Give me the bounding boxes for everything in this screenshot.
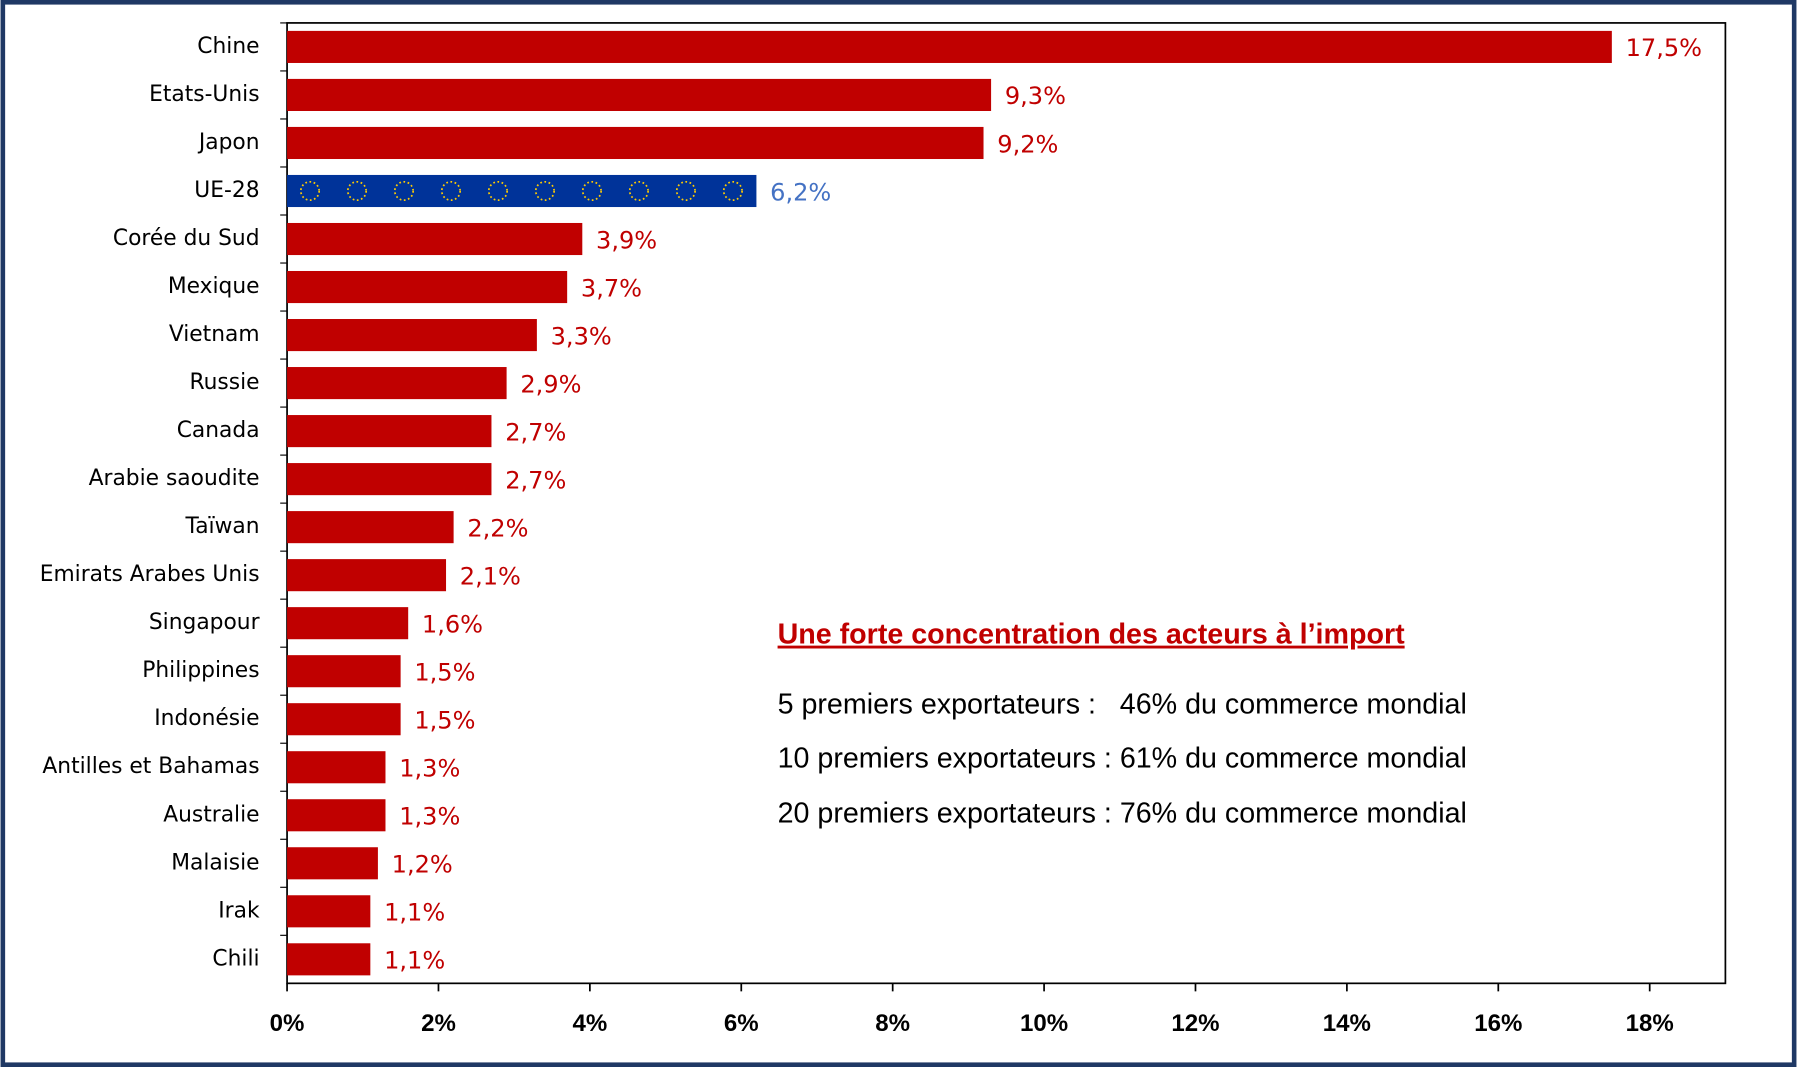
y-tick-label: UE-28: [194, 178, 259, 203]
value-label: 1,5%: [414, 707, 475, 735]
x-tick-label: 10%: [1020, 1010, 1068, 1037]
value-label: 9,2%: [997, 130, 1058, 158]
annotation-line: 20 premiers exportateurs : 76% du commer…: [778, 797, 1467, 829]
x-tick-label: 18%: [1626, 1010, 1674, 1037]
bar: [287, 78, 992, 111]
eu-star-ring: [628, 180, 649, 202]
bar: [287, 655, 401, 688]
bar: [287, 799, 386, 832]
bar: [287, 222, 583, 256]
bar: [287, 30, 1612, 63]
y-tick-label: Indonésie: [154, 706, 259, 731]
y-tick-label: Philippines: [142, 658, 259, 683]
x-tick-label: 4%: [572, 1010, 607, 1037]
value-label: 1,6%: [422, 610, 483, 638]
eu-star-ring: [722, 180, 743, 202]
bar: [287, 847, 378, 880]
y-tick-label: Singapour: [149, 610, 260, 635]
bar: [287, 126, 984, 160]
eu-star-ring: [581, 180, 602, 202]
y-tick-label: Corée du Sud: [113, 226, 260, 251]
value-label: 3,9%: [596, 226, 657, 254]
y-tick-label: Chili: [212, 946, 259, 971]
y-tick-label: Antilles et Bahamas: [42, 754, 259, 779]
y-tick-label: Malaisie: [171, 850, 259, 875]
y-tick-label: Arabie saoudite: [89, 466, 260, 491]
bar: [287, 463, 492, 496]
value-label: 2,7%: [505, 418, 566, 446]
bar: [287, 270, 568, 304]
value-label: 1,1%: [384, 899, 445, 927]
value-label: 2,2%: [467, 514, 528, 542]
annotation-title: Une forte concentration des acteurs à l’…: [778, 619, 1406, 651]
y-tick-label: Irak: [218, 898, 260, 923]
bar: [287, 943, 371, 976]
value-label: 2,9%: [520, 370, 581, 398]
value-label: 1,3%: [399, 803, 460, 831]
eu-star-ring: [534, 180, 555, 202]
bar: [287, 895, 371, 928]
value-label: 1,1%: [384, 947, 445, 975]
x-tick-label: 8%: [875, 1010, 910, 1037]
x-tick-label: 2%: [421, 1010, 456, 1037]
x-tick-label: 14%: [1323, 1010, 1371, 1037]
value-label: 2,7%: [505, 466, 566, 494]
y-tick-label: Taïwan: [185, 514, 260, 539]
x-tick-label: 16%: [1474, 1010, 1522, 1037]
bar: [287, 415, 492, 448]
eu-star-ring: [393, 180, 414, 202]
eu-star-ring: [299, 180, 321, 202]
eu-star-ring: [487, 180, 508, 202]
value-label: 2,1%: [460, 562, 521, 590]
y-tick-label: Canada: [177, 418, 260, 443]
y-tick-label: Japon: [197, 130, 260, 155]
y-tick-label: Etats-Unis: [149, 82, 259, 107]
eu-star-ring: [440, 180, 461, 202]
value-label: 1,3%: [399, 755, 460, 783]
value-label: 3,3%: [551, 322, 612, 350]
value-label: 9,3%: [1005, 82, 1066, 110]
bar: [287, 174, 757, 208]
y-tick-label: Mexique: [168, 274, 260, 299]
y-tick-label: Russie: [189, 370, 259, 395]
x-tick-label: 6%: [724, 1010, 759, 1037]
value-label: 1,2%: [392, 851, 453, 879]
y-tick-label: Emirats Arabes Unis: [40, 562, 260, 587]
bar: [287, 319, 537, 352]
bar: [287, 703, 401, 736]
y-tick-label: Chine: [197, 34, 259, 59]
eu-star-ring: [675, 180, 696, 202]
bar: [287, 751, 386, 784]
value-label: 1,5%: [414, 658, 475, 686]
annotation-line: 10 premiers exportateurs : 61% du commer…: [778, 742, 1467, 774]
bar: [287, 607, 409, 640]
x-tick-label: 0%: [270, 1010, 305, 1037]
value-label: 6,2%: [770, 178, 831, 206]
bar: [287, 367, 507, 400]
y-tick-label: Vietnam: [169, 322, 260, 347]
x-tick-label: 12%: [1171, 1010, 1219, 1037]
value-label: 17,5%: [1626, 34, 1702, 62]
bar: [287, 511, 454, 544]
annotation-line: 5 premiers exportateurs : 46% du commerc…: [778, 689, 1467, 721]
y-tick-label: Australie: [163, 802, 259, 827]
eu-star-ring: [346, 180, 368, 202]
value-label: 3,7%: [581, 274, 642, 302]
bar: [287, 559, 447, 592]
